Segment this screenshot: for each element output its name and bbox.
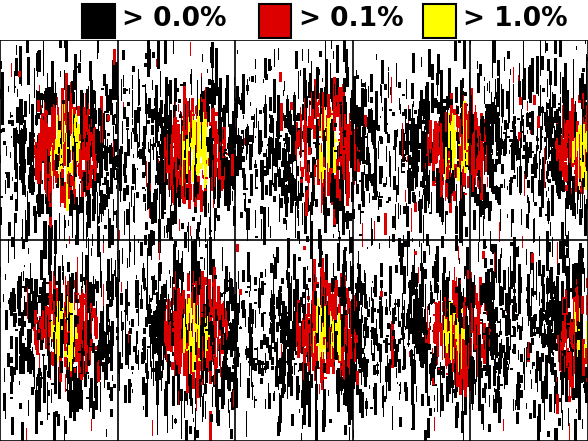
Text: > 0.0%: > 0.0% xyxy=(122,6,227,32)
Text: > 0.1%: > 0.1% xyxy=(299,6,403,32)
Text: > 1.0%: > 1.0% xyxy=(463,6,568,32)
Bar xyxy=(423,4,456,37)
Bar xyxy=(259,4,291,37)
Bar xyxy=(82,4,115,37)
